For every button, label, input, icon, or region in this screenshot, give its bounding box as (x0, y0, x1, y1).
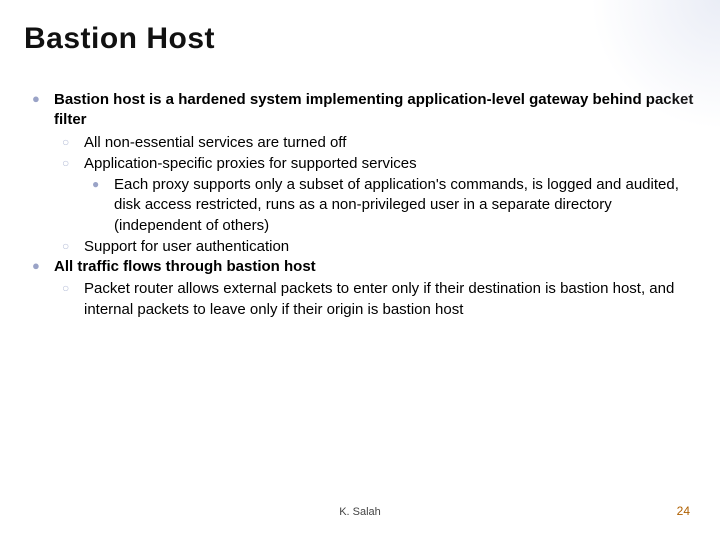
list-item: ○ Application-specific proxies for suppo… (62, 154, 696, 174)
slide-body: ● Bastion host is a hardened system impl… (24, 90, 696, 320)
slide: Bastion Host ● Bastion host is a hardene… (0, 0, 720, 540)
bullet-level2-icon: ○ (62, 279, 84, 320)
list-item-text: All traffic flows through bastion host (54, 257, 696, 277)
bullet-level2-icon: ○ (62, 133, 84, 153)
list-item-text: All non-essential services are turned of… (84, 133, 696, 153)
list-item: ○ Packet router allows external packets … (62, 279, 696, 320)
list-item: ○ All non-essential services are turned … (62, 133, 696, 153)
slide-title: Bastion Host (24, 22, 696, 56)
footer-author: K. Salah (0, 506, 720, 518)
list-item-text: Application-specific proxies for support… (84, 154, 696, 174)
list-item-text: Each proxy supports only a subset of app… (114, 175, 696, 236)
page-number: 24 (677, 504, 690, 518)
list-item: ● Bastion host is a hardened system impl… (32, 90, 696, 131)
bullet-level2-icon: ○ (62, 237, 84, 257)
list-item: ● Each proxy supports only a subset of a… (92, 175, 696, 236)
list-item: ○ Support for user authentication (62, 237, 696, 257)
bullet-level1-icon: ● (32, 90, 54, 131)
list-item-text: Packet router allows external packets to… (84, 279, 696, 320)
list-item-text: Support for user authentication (84, 237, 696, 257)
bullet-level1-icon: ● (32, 257, 54, 277)
bullet-level2-icon: ○ (62, 154, 84, 174)
list-item-text: Bastion host is a hardened system implem… (54, 90, 696, 131)
list-item: ● All traffic flows through bastion host (32, 257, 696, 277)
bullet-level3-icon: ● (92, 175, 114, 236)
